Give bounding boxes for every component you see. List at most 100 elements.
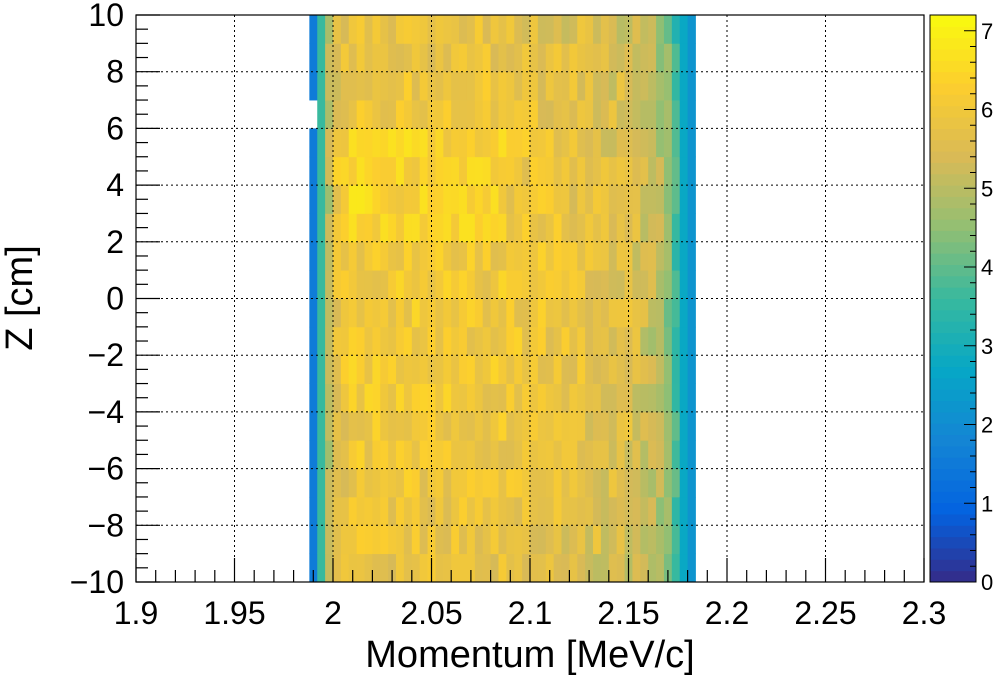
heatmap-cell <box>648 326 657 356</box>
heatmap-cell <box>474 241 484 271</box>
heatmap-cell <box>451 156 460 186</box>
heatmap-cell <box>443 100 452 129</box>
heatmap-cell <box>403 71 413 101</box>
heatmap-cell <box>506 496 515 526</box>
heatmap-cell <box>317 156 326 186</box>
heatmap-cell <box>569 496 578 526</box>
heatmap-cell <box>608 15 618 44</box>
heatmap-cell <box>411 355 421 384</box>
heatmap-cell <box>530 298 539 328</box>
heatmap-cell <box>514 100 523 129</box>
heatmap-cell <box>537 185 547 214</box>
heatmap-cell <box>459 298 468 328</box>
heatmap-cell <box>372 553 381 583</box>
x-tick-label: 2.25 <box>794 595 856 631</box>
heatmap-cell <box>364 213 373 243</box>
heatmap-cell <box>569 15 578 44</box>
heatmap-cell <box>530 326 539 356</box>
heatmap-cell <box>608 128 618 158</box>
heatmap-cell <box>640 241 649 271</box>
heatmap-cell <box>372 241 381 271</box>
heatmap-cell <box>348 553 358 583</box>
heatmap-cell <box>585 100 594 129</box>
color-bar-segment <box>930 536 976 549</box>
heatmap-cell <box>545 185 555 214</box>
heatmap-cell <box>553 270 562 299</box>
color-bar-segment <box>930 525 976 538</box>
heatmap-cell <box>608 241 618 271</box>
heatmap-cell <box>648 383 657 413</box>
heatmap-cell <box>411 468 421 498</box>
heatmap-cell <box>648 496 657 526</box>
x-tick-label: 2.15 <box>597 595 659 631</box>
heatmap-cell <box>522 525 531 555</box>
heatmap-cell <box>671 43 681 73</box>
heatmap-cell <box>569 383 578 413</box>
heatmap-cell <box>687 185 696 214</box>
heatmap-cell <box>364 383 373 413</box>
heatmap-cell <box>427 15 436 44</box>
heatmap-cell <box>608 156 618 186</box>
heatmap-cell <box>679 553 688 583</box>
heatmap-cell <box>671 440 681 469</box>
heatmap-cell <box>585 553 594 583</box>
heatmap-cell <box>419 440 428 469</box>
heatmap-cell <box>396 411 405 441</box>
heatmap-cell <box>364 326 373 356</box>
heatmap-cell <box>451 411 460 441</box>
heatmap-cell <box>600 241 610 271</box>
color-bar-segment <box>930 241 976 254</box>
x-tick-label: 1.95 <box>203 595 265 631</box>
heatmap-cell <box>663 100 673 129</box>
heatmap-cell <box>403 185 413 214</box>
heatmap-cell <box>317 71 326 101</box>
heatmap-cell <box>640 355 649 384</box>
heatmap-cell <box>656 411 665 441</box>
heatmap-cell <box>403 440 413 469</box>
heatmap-cell <box>671 355 681 384</box>
heatmap-cell <box>577 383 586 413</box>
heatmap-cell <box>482 128 491 158</box>
heatmap-cell <box>608 525 618 555</box>
heatmap-cell <box>451 525 460 555</box>
heatmap-cell <box>632 156 641 186</box>
heatmap-cell <box>561 185 570 214</box>
heatmap-cell <box>593 213 602 243</box>
heatmap-cell <box>616 270 625 299</box>
heatmap-cell <box>356 525 365 555</box>
heatmap-cell <box>577 411 586 441</box>
heatmap-cell <box>419 213 428 243</box>
heatmap-cell <box>671 468 681 498</box>
heatmap-cell <box>624 298 633 328</box>
y-tick-label: 6 <box>106 110 124 146</box>
heatmap-cell <box>522 15 531 44</box>
heatmap-cell <box>671 241 681 271</box>
heatmap-cell <box>537 156 547 186</box>
heatmap-cell <box>506 71 515 101</box>
heatmap-cell <box>498 525 507 555</box>
heatmap-cell <box>474 496 484 526</box>
heatmap-cell <box>435 298 444 328</box>
heatmap-cell <box>522 100 531 129</box>
heatmap-cell <box>466 100 476 129</box>
heatmap-cell <box>608 185 618 214</box>
heatmap-cell <box>459 185 468 214</box>
heatmap-cell <box>608 440 618 469</box>
heatmap-cell <box>537 270 547 299</box>
color-bar-segment <box>930 105 976 118</box>
heatmap-cell <box>403 43 413 73</box>
heatmap-cell <box>687 241 696 271</box>
heatmap-cell <box>419 525 428 555</box>
heatmap-cell <box>403 468 413 498</box>
heatmap-cell <box>419 71 428 101</box>
heatmap-cell <box>600 553 610 583</box>
heatmap-cell <box>443 355 452 384</box>
heatmap-cell <box>679 156 688 186</box>
heatmap-cell <box>388 298 397 328</box>
heatmap-cell <box>656 213 665 243</box>
heatmap-cell <box>309 496 318 526</box>
heatmap-cell <box>309 298 318 328</box>
heatmap-cell <box>348 270 358 299</box>
heatmap-cell <box>482 440 491 469</box>
